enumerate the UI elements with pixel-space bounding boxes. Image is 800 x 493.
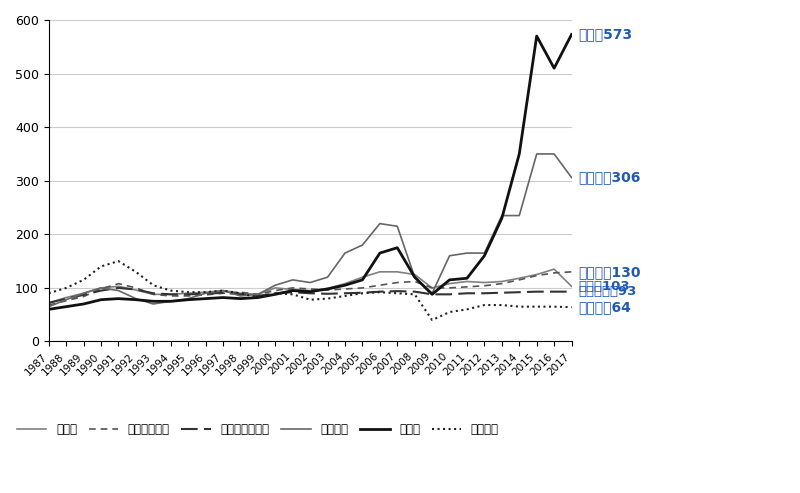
Text: 設備投資64: 設備投資64 bbox=[578, 300, 631, 314]
Text: 経常利益306: 経常利益306 bbox=[578, 171, 641, 184]
Legend: 売上高, 平均役員給与, 平均従業員給与, 経常利益, 配当金, 設備投資: 売上高, 平均役員給与, 平均従業員給与, 経常利益, 配当金, 設備投資 bbox=[12, 418, 503, 441]
Text: 売上高103: 売上高103 bbox=[578, 280, 630, 293]
Text: 配当金573: 配当金573 bbox=[578, 28, 633, 41]
Text: 従業員給与93: 従業員給与93 bbox=[578, 285, 637, 298]
Text: 役員給与130: 役員給与130 bbox=[578, 265, 641, 279]
